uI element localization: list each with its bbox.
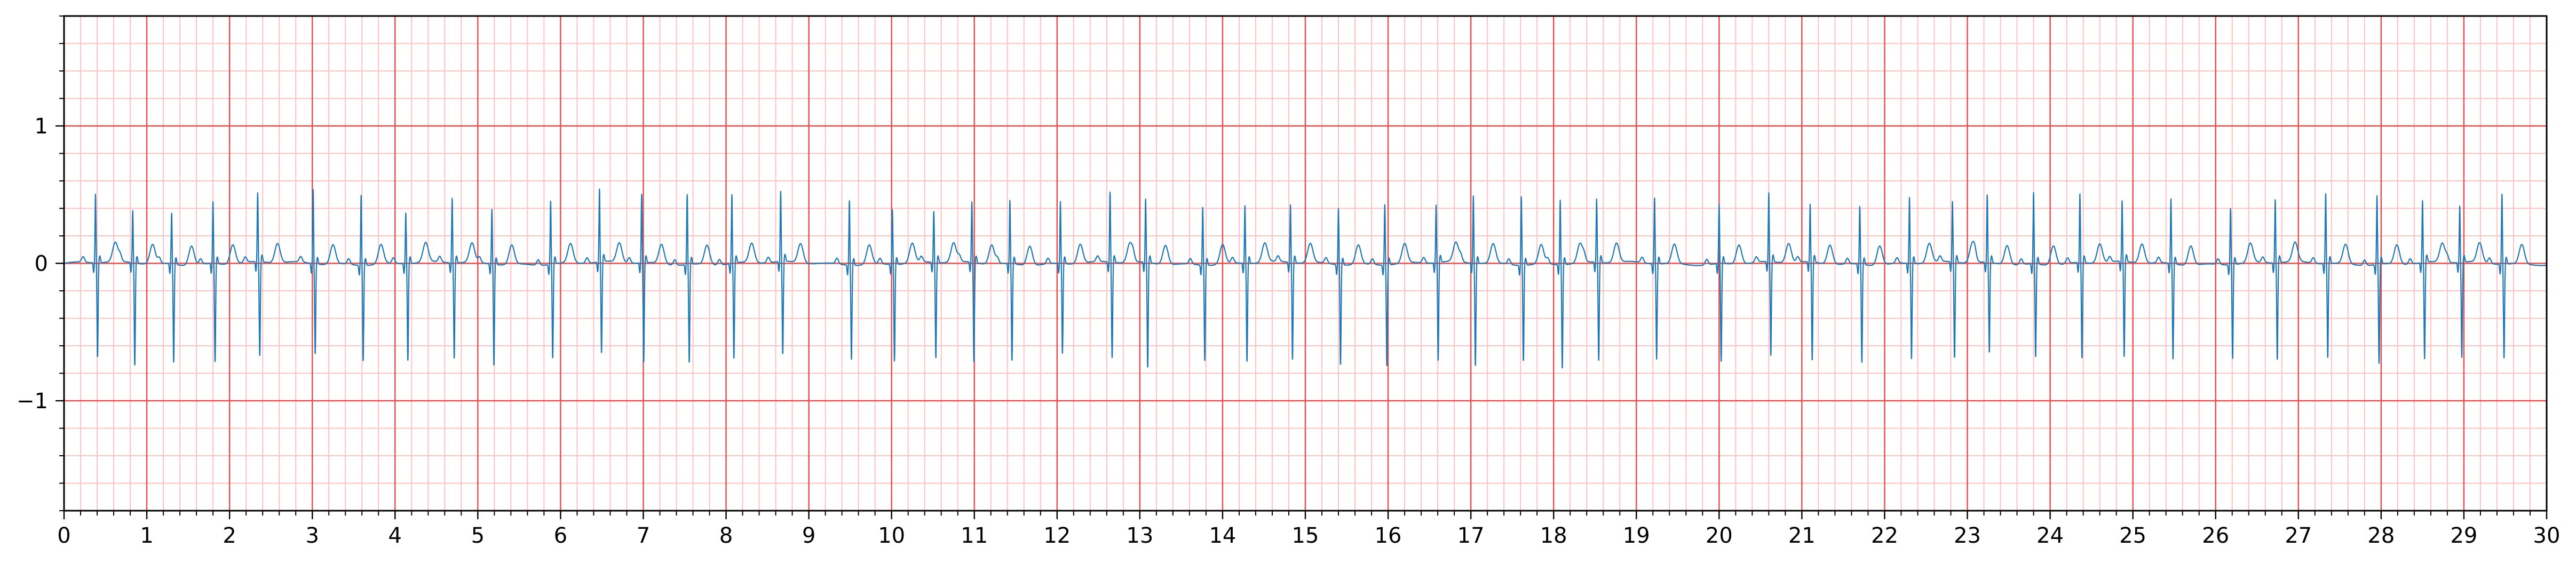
y-tick-label: 0 (35, 252, 48, 276)
x-tick-label: 8 (719, 524, 733, 548)
x-tick-label: 25 (2119, 524, 2146, 548)
x-tick-label: 10 (878, 524, 905, 548)
x-tick-label: 19 (1623, 524, 1650, 548)
x-tick-label: 0 (57, 524, 70, 548)
y-tick-label: −1 (17, 389, 48, 414)
x-tick-label: 17 (1457, 524, 1485, 548)
x-tick-label: 1 (140, 524, 153, 548)
x-tick-label: 12 (1043, 524, 1071, 548)
x-tick-label: 21 (1788, 524, 1816, 548)
y-tick-label: 1 (35, 114, 48, 139)
x-tick-label: 24 (2036, 524, 2064, 548)
x-tick-label: 26 (2202, 524, 2229, 548)
x-tick-label: 4 (389, 524, 402, 548)
x-tick-label: 2 (223, 524, 236, 548)
x-axis: 0 1 2 3 4 5 6 7 8 9 10 11 12 13 14 15 16 17 18 19 20 21 22 23 24… (57, 511, 2560, 548)
x-tick-label: 15 (1292, 524, 1319, 548)
x-tick-label: 14 (1209, 524, 1236, 548)
x-tick-label: 6 (554, 524, 567, 548)
x-tick-label: 16 (1375, 524, 1402, 548)
y-axis: 1 0 −1 (17, 15, 64, 511)
ecg-trace-line (64, 188, 2547, 369)
x-tick-label: 3 (305, 524, 319, 548)
x-tick-label: 30 (2533, 524, 2561, 548)
x-tick-label: 28 (2367, 524, 2395, 548)
x-tick-label: 22 (1871, 524, 1898, 548)
x-tick-label: 9 (802, 524, 815, 548)
x-tick-label: 27 (2285, 524, 2312, 548)
x-tick-label: 18 (1540, 524, 1567, 548)
x-tick-label: 23 (1954, 524, 1981, 548)
x-tick-label: 20 (1706, 524, 1733, 548)
x-tick-label: 7 (637, 524, 650, 548)
x-tick-label: 11 (961, 524, 988, 548)
x-tick-label: 13 (1126, 524, 1153, 548)
x-tick-label: 5 (471, 524, 485, 548)
x-tick-label: 29 (2450, 524, 2477, 548)
